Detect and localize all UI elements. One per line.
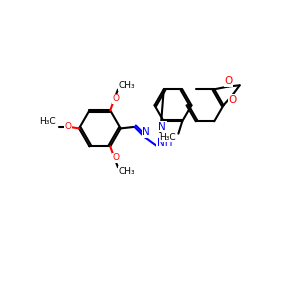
Text: O: O — [112, 154, 119, 163]
Text: CH₃: CH₃ — [118, 81, 135, 90]
Text: O: O — [224, 76, 232, 86]
Text: O: O — [229, 95, 237, 105]
Text: H₃C: H₃C — [159, 133, 176, 142]
Text: N: N — [142, 127, 150, 137]
Text: H₃C: H₃C — [39, 117, 56, 126]
Text: O: O — [65, 122, 72, 130]
Text: N: N — [158, 122, 166, 132]
Text: O: O — [112, 94, 119, 103]
Text: CH₃: CH₃ — [118, 167, 135, 176]
Text: NH: NH — [157, 138, 172, 148]
